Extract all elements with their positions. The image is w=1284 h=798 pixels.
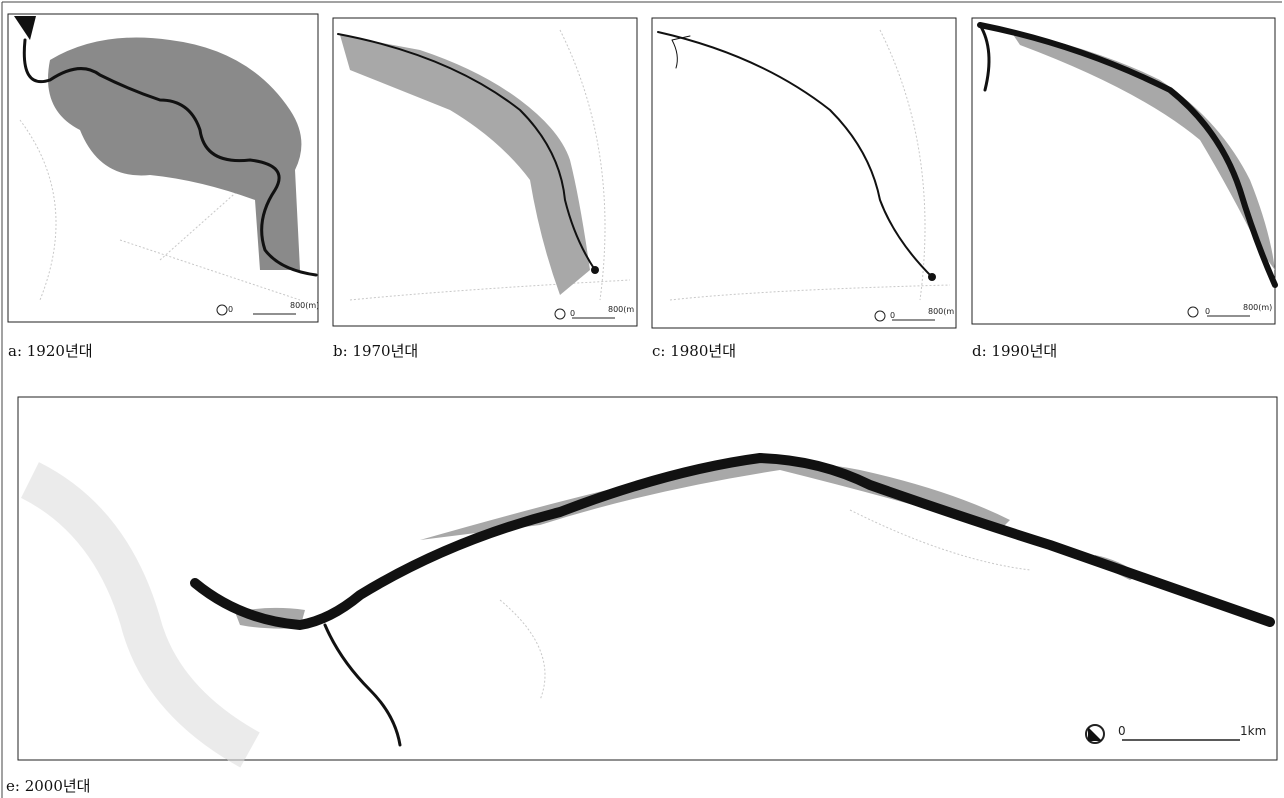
panel-caption: e: 2000년대 [6, 777, 90, 795]
scale-end: 1km [1240, 724, 1266, 738]
figure: 0 800(m) a: 1920년대 0 800(m b: 1970년대 0 8… [0, 0, 1284, 798]
river-mouth [928, 273, 936, 281]
scale-start: 0 [890, 311, 895, 320]
map-panel-d: 0 800(m) d: 1990년대 [972, 18, 1275, 360]
panel-caption: a: 1920년대 [8, 342, 93, 360]
scale-start: 0 [228, 305, 233, 314]
scale-end: 800(m [928, 307, 954, 316]
map-panel-a: 0 800(m) a: 1920년대 [8, 14, 319, 360]
map-frame [652, 18, 956, 328]
map-panel-b: 0 800(m b: 1970년대 [333, 18, 637, 360]
panel-caption: b: 1970년대 [333, 342, 418, 360]
scale-end: 800(m [608, 305, 634, 314]
panel-caption: c: 1980년대 [652, 342, 736, 360]
scale-start: 0 [1205, 307, 1210, 316]
map-panel-e: 0 1km e: 2000년대 [6, 397, 1277, 795]
scale-end: 800(m) [290, 301, 319, 310]
panel-caption: d: 1990년대 [972, 342, 1057, 360]
map-panel-c: 0 800(m c: 1980년대 [652, 18, 956, 360]
scale-start: 0 [1118, 724, 1126, 738]
scale-start: 0 [570, 309, 575, 318]
scale-end: 800(m) [1243, 303, 1272, 312]
river-mouth [591, 266, 599, 274]
